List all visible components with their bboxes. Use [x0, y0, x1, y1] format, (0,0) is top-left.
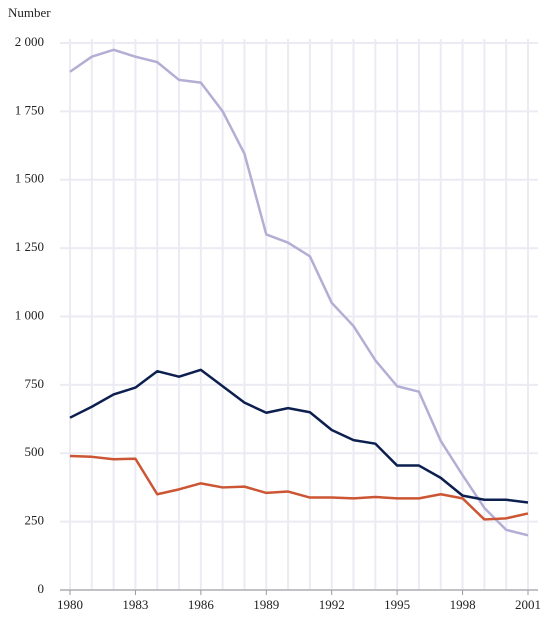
x-tick-label: 1989 — [253, 597, 279, 612]
y-tick-label: 0 — [38, 581, 45, 596]
y-tick-label: 1 250 — [15, 239, 44, 254]
series-line — [69, 48, 529, 537]
x-tick-label: 1986 — [188, 597, 215, 612]
y-axis-label: Number — [8, 5, 51, 20]
x-tick-label: 2001 — [515, 597, 541, 612]
x-tick-label: 1980 — [57, 597, 83, 612]
y-tick-label: 250 — [25, 513, 45, 528]
x-tick-label: 1998 — [450, 597, 476, 612]
x-tick-label: 1992 — [319, 597, 345, 612]
y-tick-label: 1 500 — [15, 171, 44, 186]
y-tick-label: 750 — [25, 376, 45, 391]
x-tick-label: 1995 — [384, 597, 410, 612]
y-tick-label: 2 000 — [15, 34, 44, 49]
y-tick-label: 500 — [25, 444, 45, 459]
x-tick-label: 1983 — [122, 597, 148, 612]
series-line — [69, 368, 529, 504]
series-line — [69, 454, 529, 521]
y-tick-label: 1 000 — [15, 307, 44, 322]
y-tick-label: 1 750 — [15, 102, 44, 117]
